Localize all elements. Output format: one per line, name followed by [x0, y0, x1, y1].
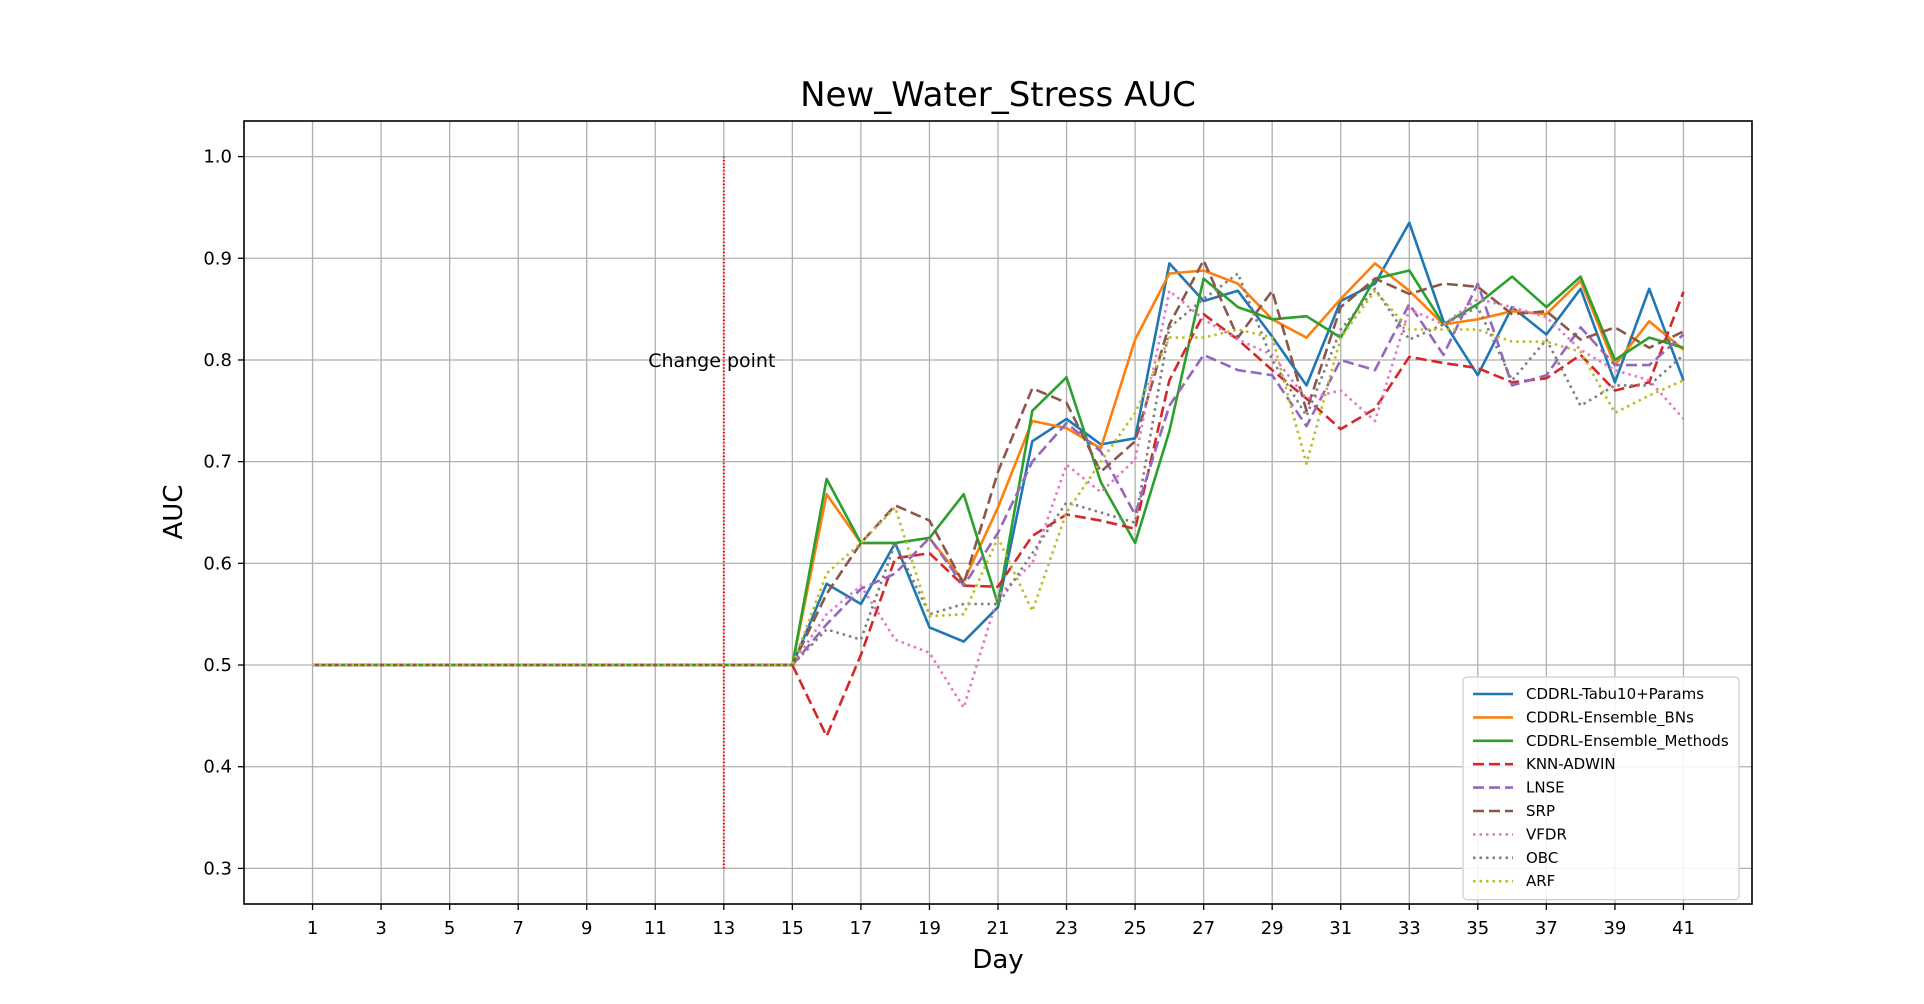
- x-tick-label: 11: [644, 918, 667, 939]
- axis-ticks: 1 3 5 7 9 11 13 15 17 19 21 23 25 27 29 31 33 35 37 39 410.3…: [203, 147, 1695, 939]
- x-tick-label: 19: [918, 918, 941, 939]
- y-tick-label: 0.9: [203, 248, 232, 269]
- x-tick-label: 23: [1055, 918, 1078, 939]
- x-tick-label: 1: [307, 918, 318, 939]
- legend-label: CDDRL-Tabu10+Params: [1526, 685, 1704, 703]
- y-tick-label: 0.5: [203, 655, 232, 676]
- legend-label: LNSE: [1526, 779, 1565, 797]
- legend-label: VFDR: [1526, 825, 1567, 843]
- y-tick-label: 0.8: [203, 350, 232, 371]
- plot-lines: [312, 221, 1685, 738]
- y-tick-label: 1.0: [203, 147, 232, 168]
- x-tick-label: 25: [1124, 918, 1147, 939]
- legend-box: [1462, 676, 1740, 901]
- x-tick-label: 15: [781, 918, 804, 939]
- legend-label: OBC: [1526, 849, 1558, 867]
- x-tick-label: 7: [512, 918, 523, 939]
- x-tick-label: 13: [712, 918, 735, 939]
- x-tick-label: 39: [1603, 918, 1626, 939]
- chart-title: New_Water_Stress AUC: [800, 75, 1196, 115]
- legend-label: SRP: [1526, 802, 1555, 820]
- y-tick-label: 0.3: [203, 858, 232, 879]
- series-line-9: [312, 289, 1685, 667]
- legend-label: ARF: [1526, 872, 1555, 890]
- legend-label: CDDRL-Ensemble_Methods: [1526, 732, 1729, 751]
- x-tick-label: 9: [581, 918, 592, 939]
- legend-label: CDDRL-Ensemble_BNs: [1526, 708, 1694, 727]
- x-axis-label: Day: [972, 945, 1023, 975]
- x-tick-label: 27: [1192, 918, 1215, 939]
- change-point-annotation: Change point: [648, 156, 775, 869]
- legend: CDDRL-Tabu10+Params CDDRL-Ensemble_BNs CDD…: [1462, 676, 1740, 901]
- x-tick-label: 17: [849, 918, 872, 939]
- y-axis-label: AUC: [159, 485, 189, 540]
- y-tick-label: 0.4: [203, 757, 232, 778]
- x-tick-label: 33: [1398, 918, 1421, 939]
- x-tick-label: 5: [444, 918, 455, 939]
- change-point-label: Change point: [648, 350, 775, 372]
- x-tick-label: 29: [1261, 918, 1284, 939]
- x-tick-label: 31: [1329, 918, 1352, 939]
- legend-label: KNN-ADWIN: [1526, 755, 1616, 773]
- x-tick-label: 3: [375, 918, 386, 939]
- x-tick-label: 41: [1672, 918, 1695, 939]
- x-tick-label: 35: [1466, 918, 1489, 939]
- x-tick-label: 37: [1535, 918, 1558, 939]
- x-tick-label: 21: [987, 918, 1010, 939]
- y-tick-label: 0.6: [203, 553, 232, 574]
- y-tick-label: 0.7: [203, 452, 232, 473]
